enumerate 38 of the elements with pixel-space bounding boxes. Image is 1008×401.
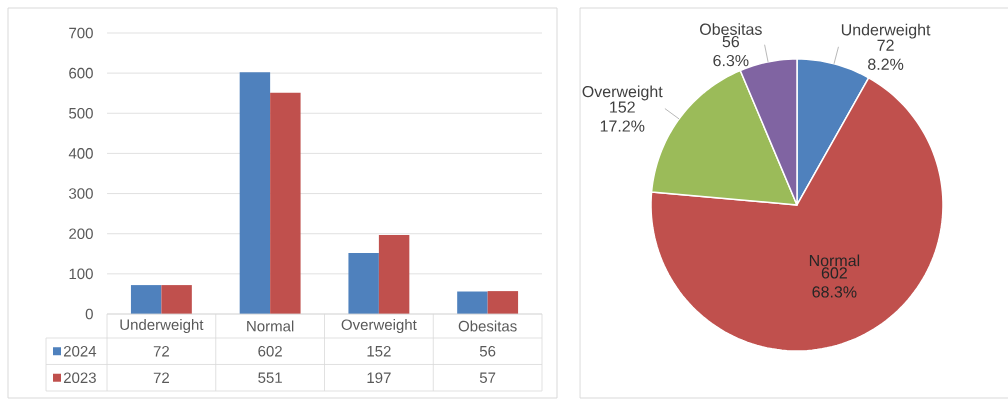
legend-label: 2023 (63, 372, 96, 384)
bar (487, 291, 519, 314)
y-tick-label: 200 (69, 228, 93, 240)
data-label: 56 (479, 345, 496, 357)
data-label: 56 6.3% (713, 35, 749, 67)
slice-label: Normal (809, 254, 860, 267)
bar (239, 72, 271, 314)
x-tick-label: Normal (247, 320, 294, 332)
y-tick-label: 0 (85, 308, 93, 320)
y-tick-label: 400 (68, 148, 93, 159)
data-label: 551 (258, 372, 282, 383)
data-label: 602 68.3% (812, 267, 857, 298)
bar (270, 92, 301, 314)
slice-label: Obesitas (700, 23, 762, 35)
x-tick-label: Underweight (120, 319, 204, 333)
data-label: 72 (153, 372, 169, 383)
x-tick-label: Obesitas (458, 320, 517, 332)
bar (457, 291, 488, 314)
y-tick-label: 300 (69, 188, 93, 199)
data-label: 72 (153, 346, 169, 357)
bar (130, 285, 162, 314)
slice-label: Overweight (582, 85, 663, 101)
y-tick-label: 700 (69, 27, 93, 39)
x-tick-label: Overweight (341, 319, 417, 333)
bar (161, 285, 192, 314)
y-tick-label: 600 (69, 67, 93, 79)
data-label: 57 (479, 372, 496, 383)
slice-label: Underweight (841, 23, 931, 39)
y-tick-label: 500 (69, 107, 93, 119)
bar (348, 252, 379, 314)
data-label: 152 17.2% (600, 101, 645, 132)
data-label: 72 8.2% (868, 39, 904, 70)
y-tick-label: 100 (69, 268, 93, 280)
legend-label: 2024 (63, 345, 97, 357)
data-label: 152 (367, 345, 391, 357)
data-label: 602 (258, 345, 282, 357)
bar (378, 234, 410, 314)
data-label: 197 (367, 372, 391, 384)
